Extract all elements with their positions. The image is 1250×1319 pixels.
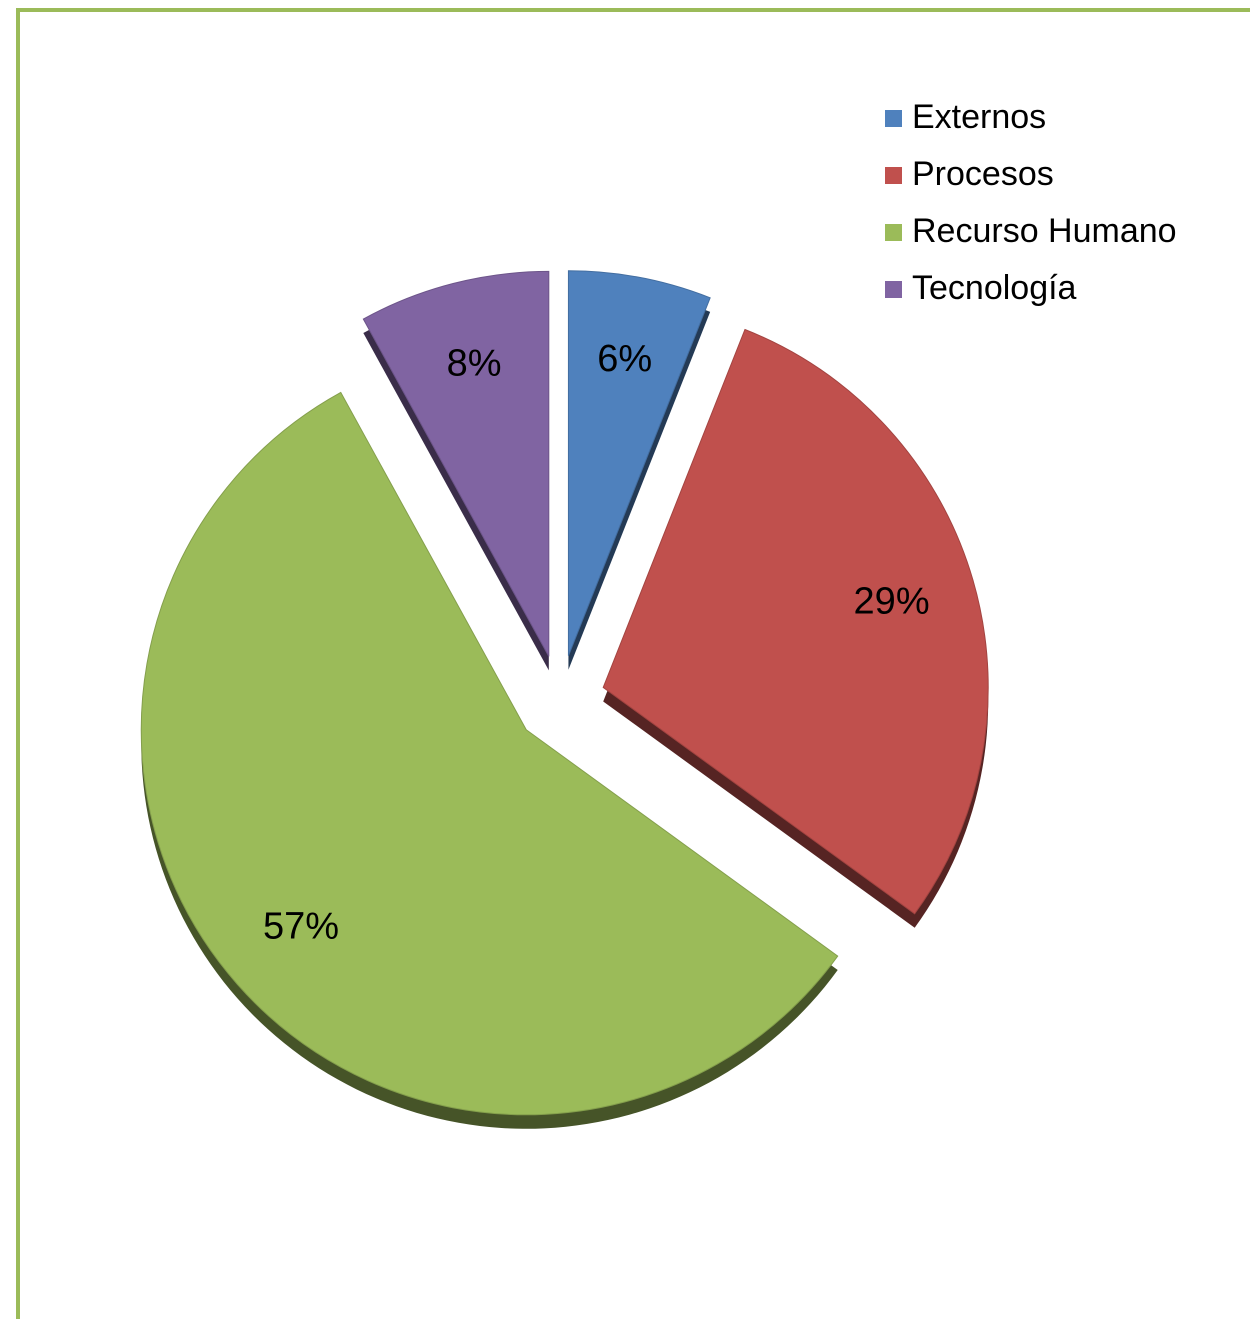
slice [362, 270, 550, 657]
legend-swatch [885, 110, 902, 127]
legend-swatch [885, 281, 902, 298]
data-label: 57% [263, 905, 339, 947]
legend-label: Recurso Humano [912, 212, 1177, 250]
slice [567, 270, 711, 656]
legend-label: Procesos [912, 155, 1054, 193]
data-label: 6% [597, 338, 652, 380]
legend-swatch [885, 167, 902, 184]
chart-frame [16, 8, 1250, 1319]
slice [140, 391, 839, 1116]
slice [602, 328, 989, 915]
data-label: 29% [854, 581, 930, 623]
data-label: 8% [447, 343, 502, 385]
legend-label: Externos [912, 98, 1046, 136]
legend-label: Tecnología [912, 269, 1077, 307]
legend-swatch [885, 224, 902, 241]
